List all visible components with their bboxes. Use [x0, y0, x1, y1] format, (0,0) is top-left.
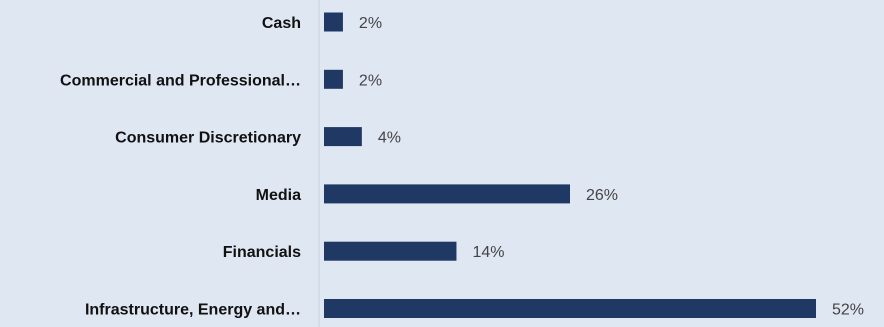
category-label: Infrastructure, Energy and… — [85, 302, 301, 319]
value-label: 26% — [586, 187, 618, 204]
category-label: Media — [256, 187, 301, 204]
bar — [324, 127, 362, 146]
bar — [324, 242, 456, 261]
value-label: 52% — [832, 302, 864, 319]
value-label: 14% — [472, 244, 504, 261]
value-label: 2% — [359, 15, 382, 32]
category-label: Cash — [262, 15, 301, 32]
value-label: 2% — [359, 72, 382, 89]
category-label: Consumer Discretionary — [115, 130, 301, 147]
value-label: 4% — [378, 130, 401, 147]
bar — [324, 299, 816, 318]
bar — [324, 13, 343, 32]
bar — [324, 70, 343, 89]
category-label: Financials — [223, 244, 301, 261]
category-label: Commercial and Professional… — [60, 72, 301, 89]
bar — [324, 184, 570, 203]
